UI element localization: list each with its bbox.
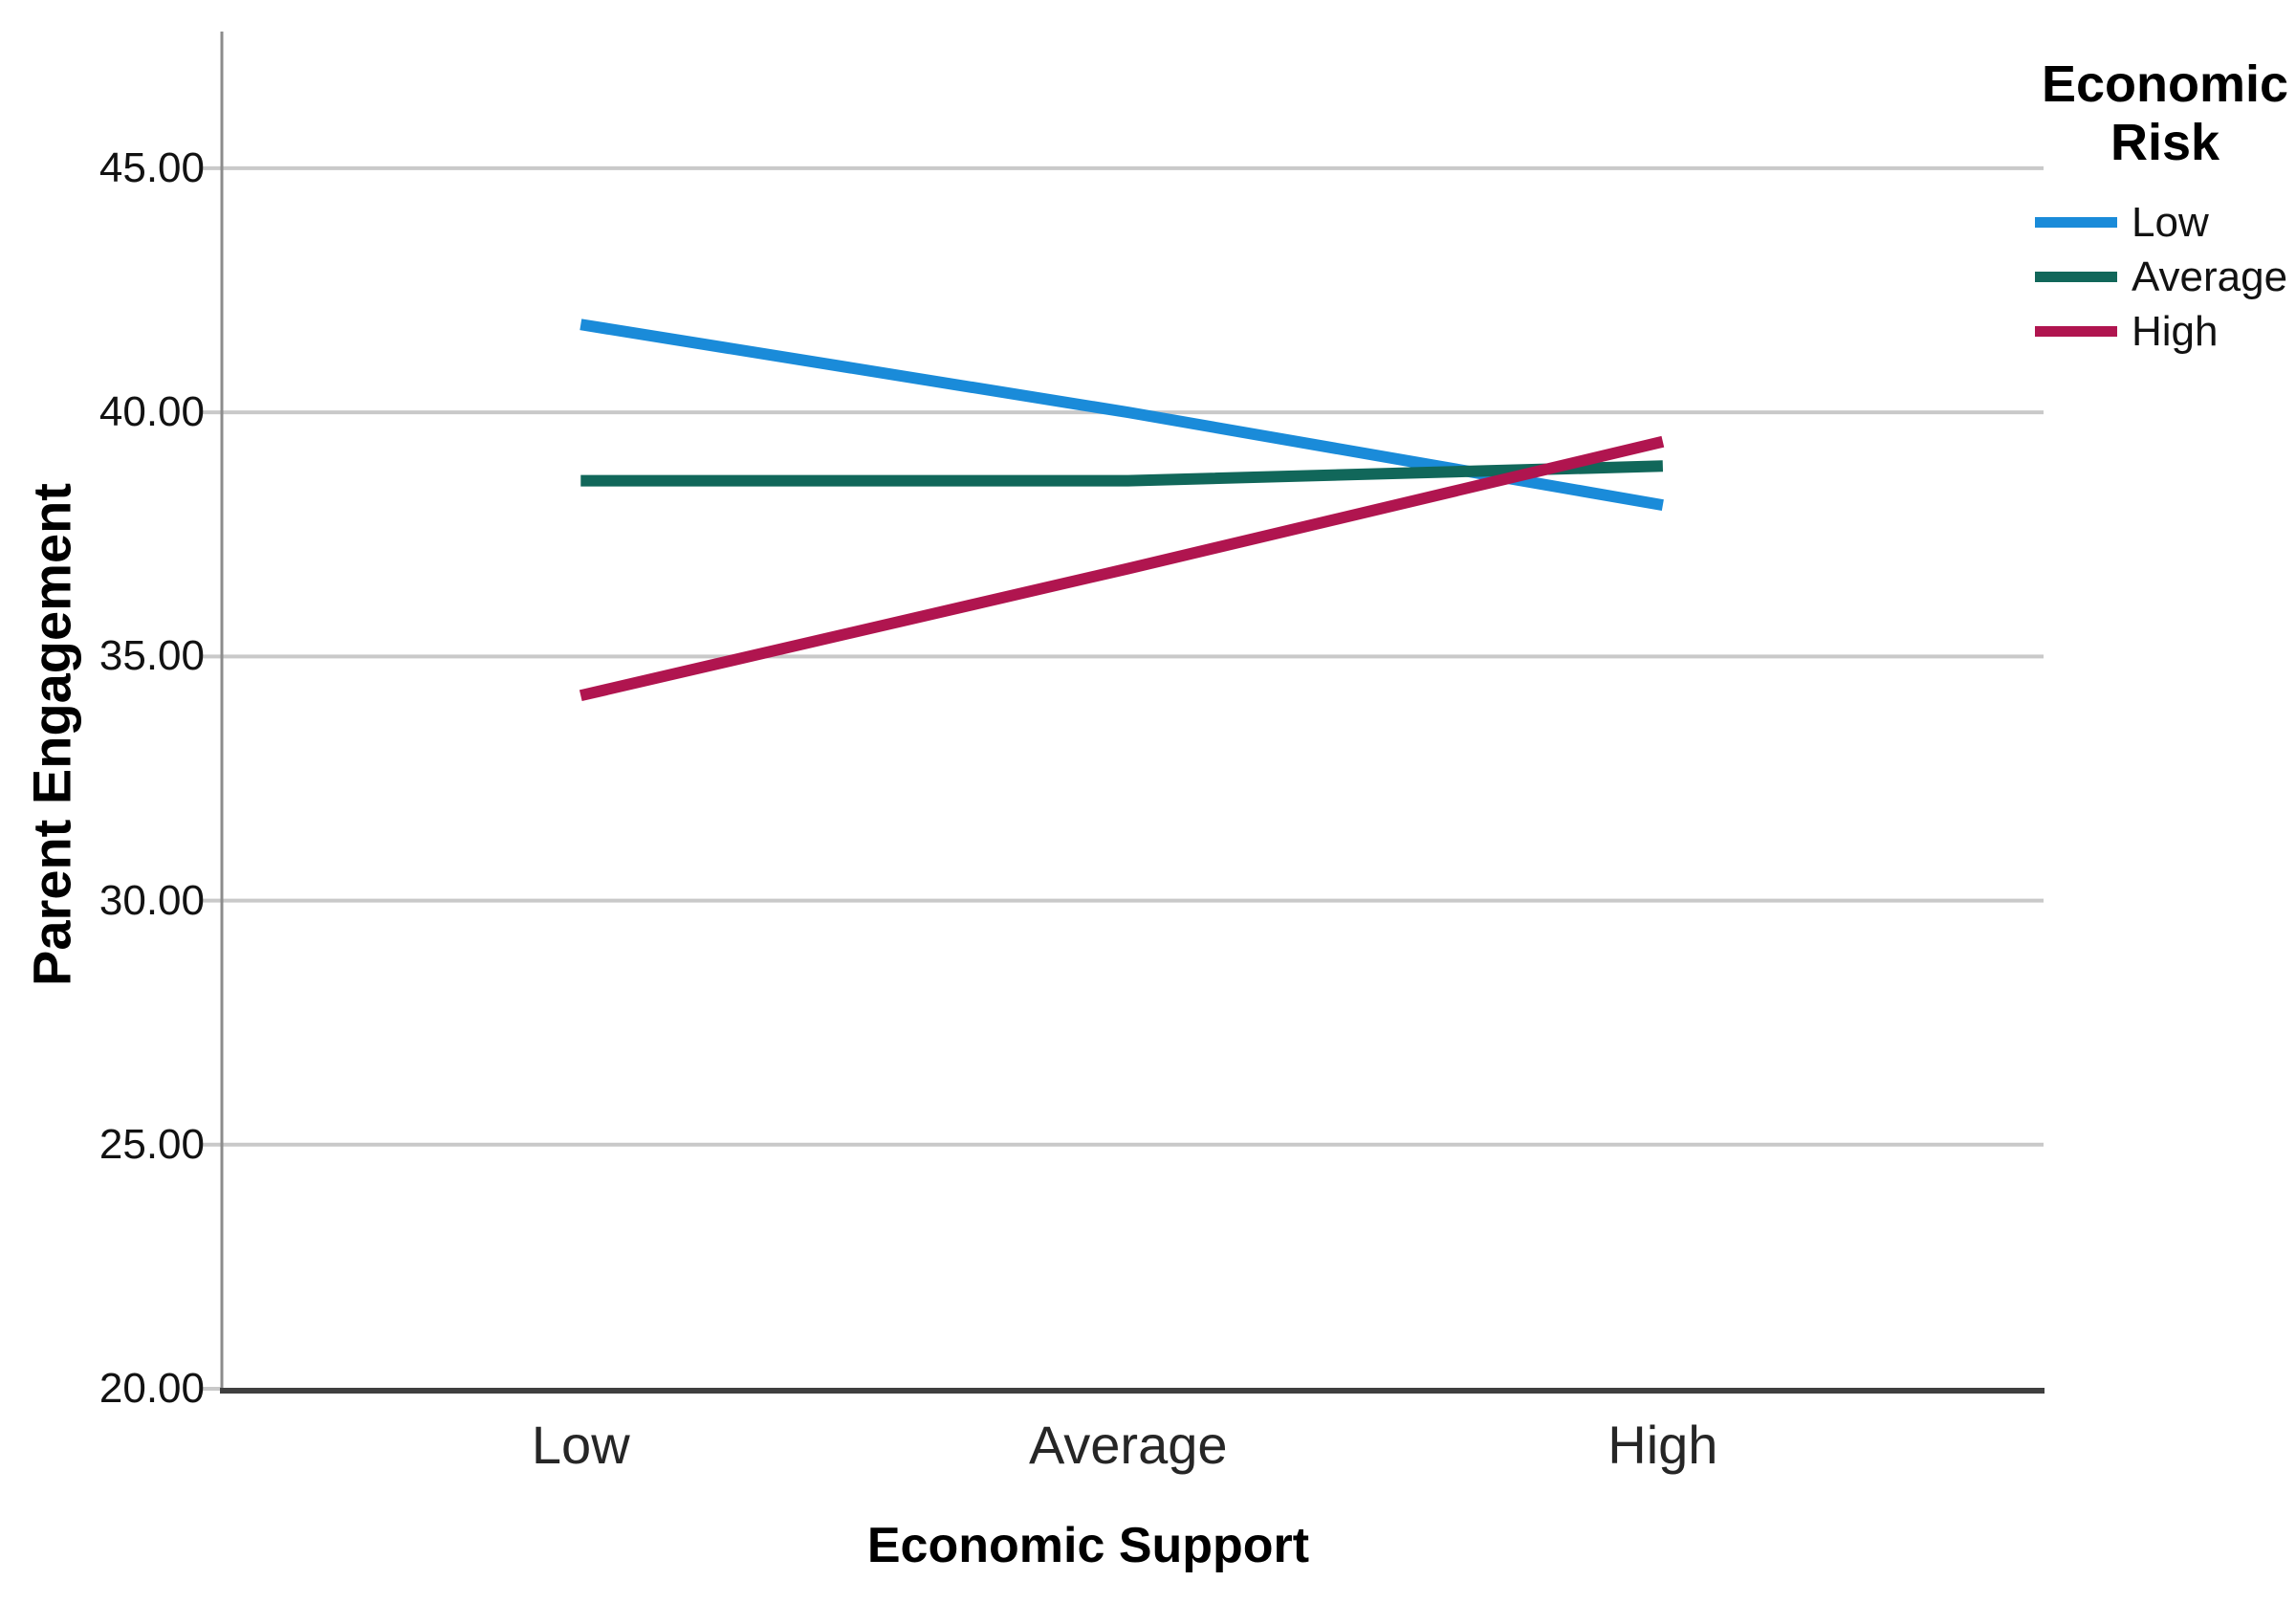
legend: Economic Risk Low Average High [2035, 55, 2295, 359]
legend-item-average: Average [2035, 250, 2295, 304]
y-tick-label-20: 20.00 [98, 1365, 205, 1412]
y-axis-title: Parent Engagement [21, 483, 82, 986]
y-tick-marks [203, 165, 222, 1391]
legend-swatch-high [2035, 326, 2117, 337]
x-tick-label-low: Low [531, 1415, 630, 1475]
x-axis-title: Economic Support [866, 1518, 1310, 1573]
legend-label-low: Low [2132, 198, 2209, 246]
legend-label-high: High [2132, 307, 2219, 355]
x-tick-label-high: High [1607, 1415, 1718, 1475]
y-tick-label-40: 40.00 [98, 388, 205, 436]
y-tick-label-45: 45.00 [98, 143, 205, 191]
y-tick-label-30: 30.00 [98, 876, 205, 924]
legend-items: Low Average High [2035, 195, 2295, 359]
legend-item-high: High [2035, 304, 2295, 359]
series-line-high [579, 435, 1665, 702]
legend-swatch-average [2035, 272, 2117, 282]
legend-title: Economic Risk [2041, 55, 2289, 171]
y-tick-label-35: 35.00 [98, 632, 205, 680]
x-tick-label-average: Average [1028, 1415, 1228, 1475]
gridlines [222, 165, 2044, 1147]
legend-label-average: Average [2132, 253, 2288, 300]
legend-item-low: Low [2035, 195, 2295, 250]
series-line-average [580, 460, 1664, 487]
y-tick-label-25: 25.00 [98, 1120, 205, 1168]
series-lines [579, 318, 1665, 702]
legend-swatch-low [2035, 217, 2117, 228]
